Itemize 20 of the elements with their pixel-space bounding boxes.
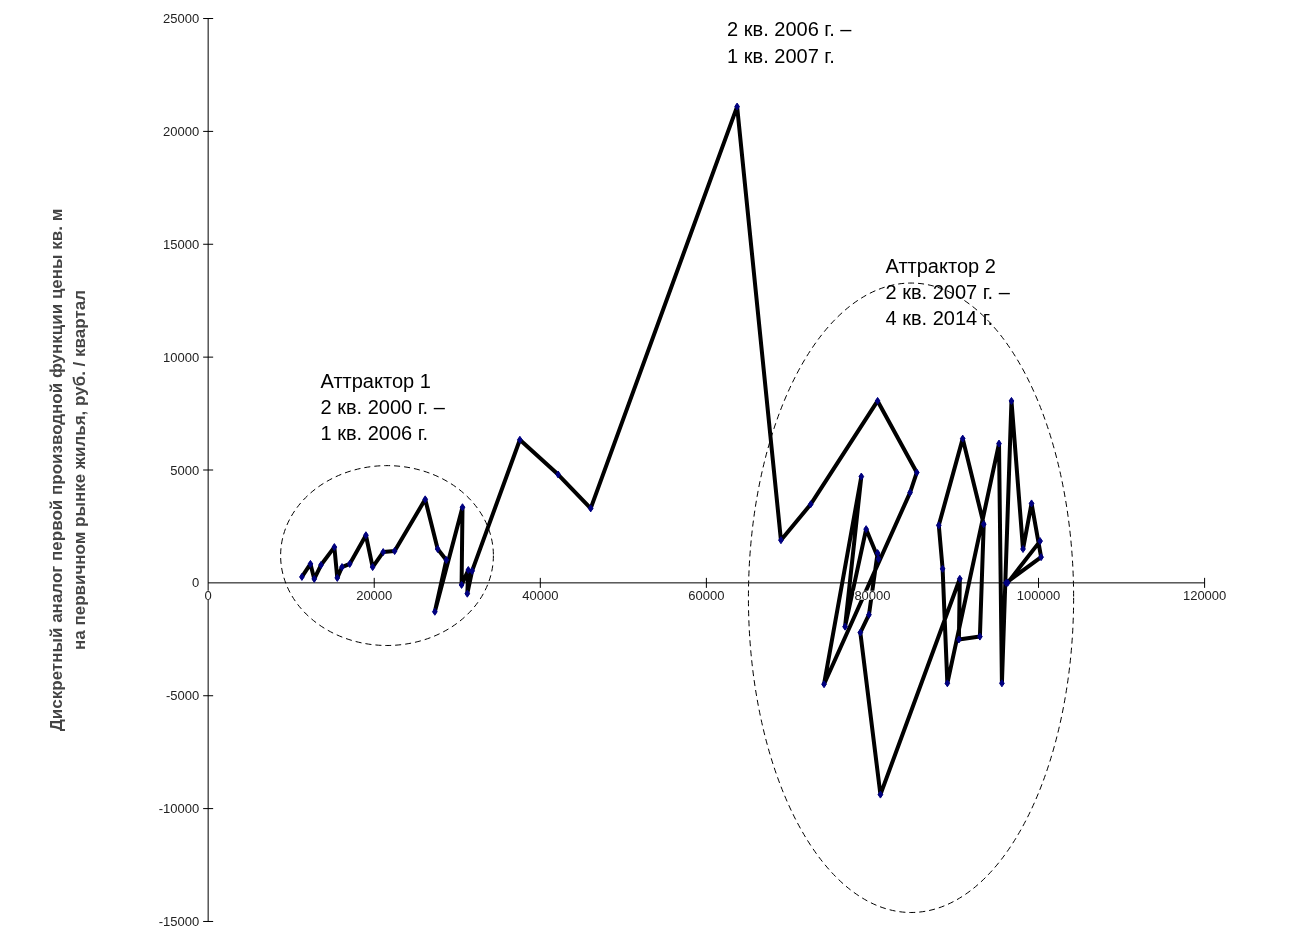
x-tick-label: 0 xyxy=(204,587,212,603)
annotation: Аттрактор 1 2 кв. 2000 г. – 1 кв. 2006 г. xyxy=(320,369,446,445)
x-tick-label: 20000 xyxy=(356,587,393,603)
y-tick-label: 5000 xyxy=(170,462,200,478)
x-tick-label: 100000 xyxy=(1016,587,1061,603)
y-tick-label: 10000 xyxy=(163,349,200,365)
y-tick-label: 25000 xyxy=(163,11,200,27)
y-tick-label: 0 xyxy=(191,575,200,591)
annotation: Аттрактор 2 2 кв. 2007 г. – 4 кв. 2014 г. xyxy=(885,254,1011,330)
y-axis-title: Дискретный аналог первой производной функции цены кв. м на первичном рынке жилья, руб. / квартал xyxy=(46,208,89,732)
x-tick-label: 120000 xyxy=(1182,587,1227,603)
annotation: 2 кв. 2006 г. – 1 кв. 2007 г. xyxy=(727,18,853,67)
y-tick-label: -10000 xyxy=(158,801,200,817)
y-tick-label: 20000 xyxy=(163,123,200,139)
x-tick-label: 80000 xyxy=(854,587,891,603)
y-tick-label: -15000 xyxy=(158,913,200,929)
y-tick-label: 15000 xyxy=(163,236,200,252)
y-tick-label: -5000 xyxy=(165,688,200,704)
x-tick-label: 40000 xyxy=(522,587,559,603)
x-tick-label: 60000 xyxy=(688,587,725,603)
